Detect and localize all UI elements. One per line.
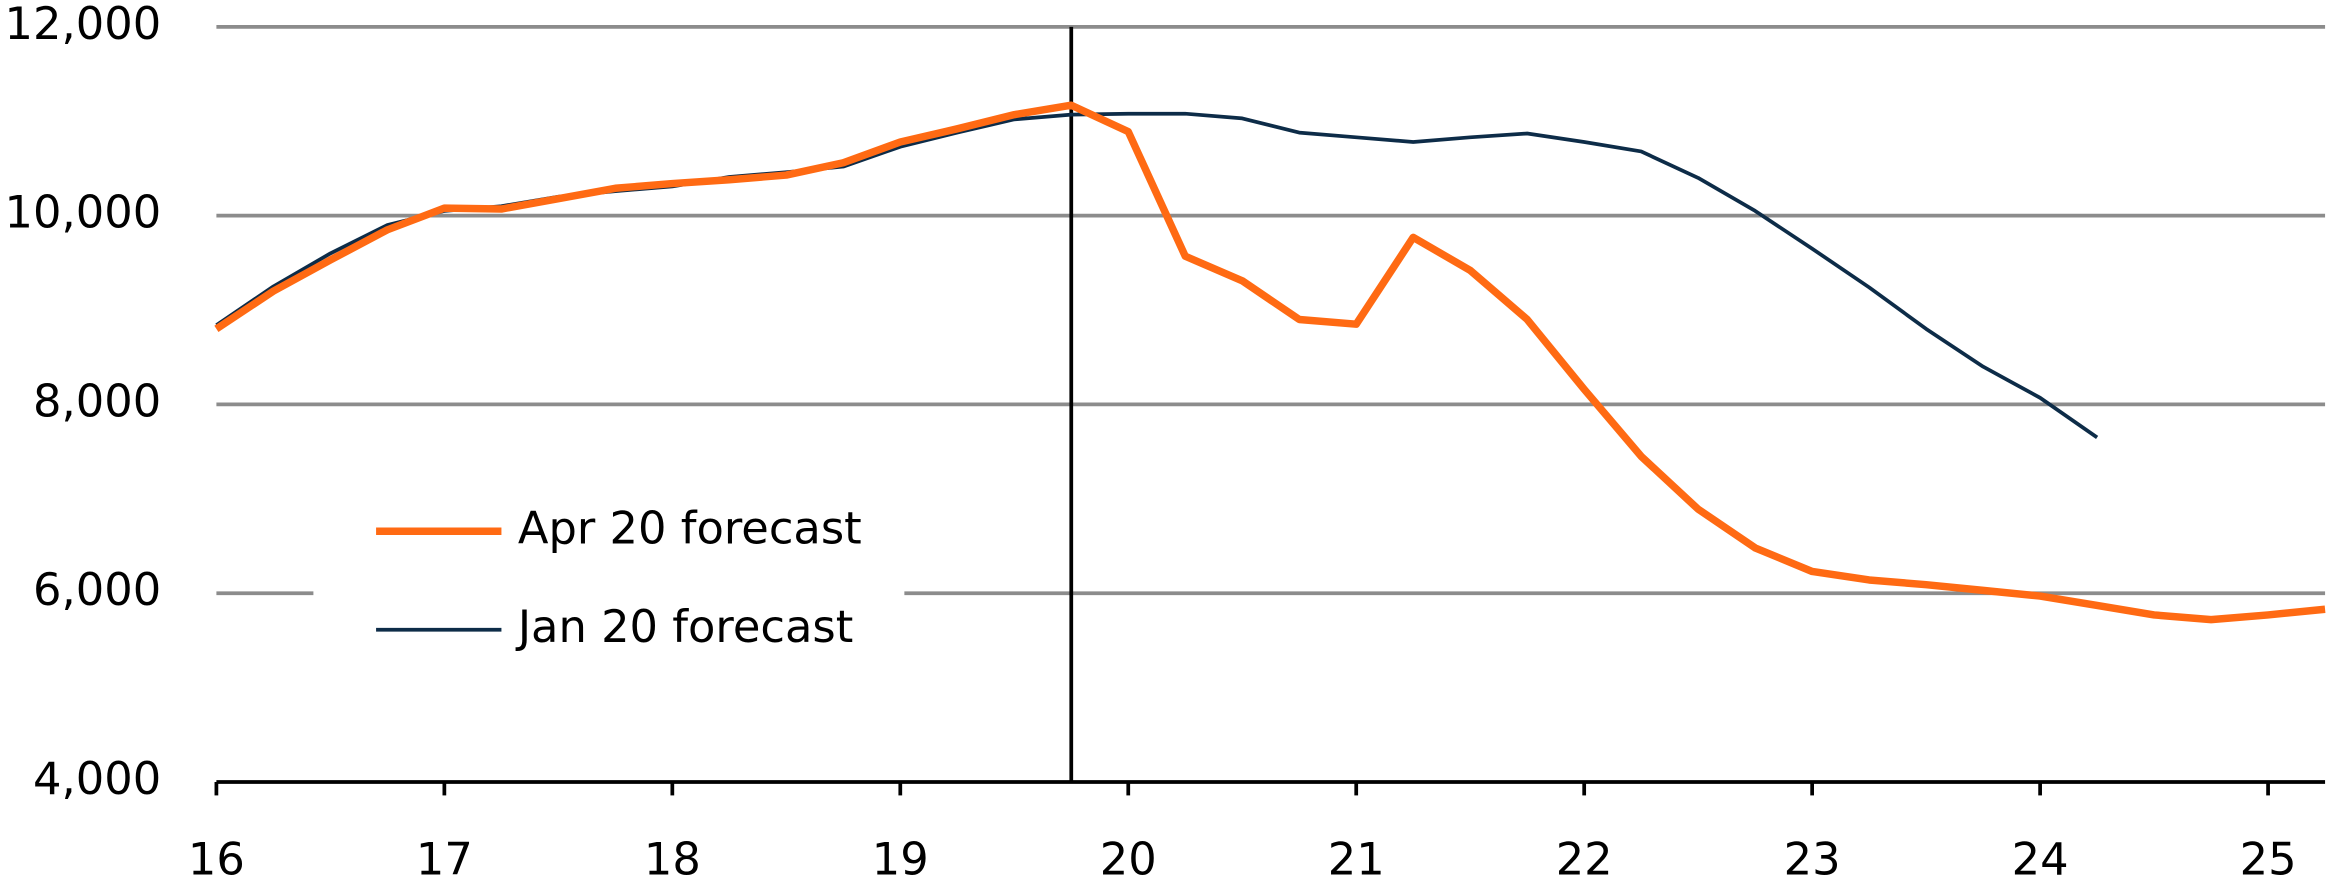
y-tick-label: 8,000 — [33, 374, 161, 427]
x-tick-label: 25 — [2240, 833, 2297, 886]
x-tick-label: 19 — [872, 833, 929, 886]
series-line — [215, 111, 2099, 439]
x-tick-label: 20 — [1100, 833, 1157, 886]
y-tick-label: 10,000 — [5, 186, 162, 239]
legend-label: Jan 20 forecast — [515, 600, 853, 653]
legend-label: Apr 20 forecast — [518, 501, 862, 554]
y-tick-label: 6,000 — [33, 563, 161, 616]
x-tick-label: 18 — [644, 833, 701, 886]
x-tick-label: 23 — [1784, 833, 1841, 886]
x-tick-label: 21 — [1328, 833, 1385, 886]
series-line — [214, 101, 2326, 624]
y-tick-label: 4,000 — [33, 752, 161, 805]
x-tick-label: 22 — [1556, 833, 1613, 886]
x-tick-label: 17 — [416, 833, 473, 886]
y-tick-label: 12,000 — [5, 0, 162, 50]
x-tick-label: 24 — [2012, 833, 2069, 886]
x-tick-label: 16 — [188, 833, 245, 886]
legend-box — [313, 485, 905, 680]
